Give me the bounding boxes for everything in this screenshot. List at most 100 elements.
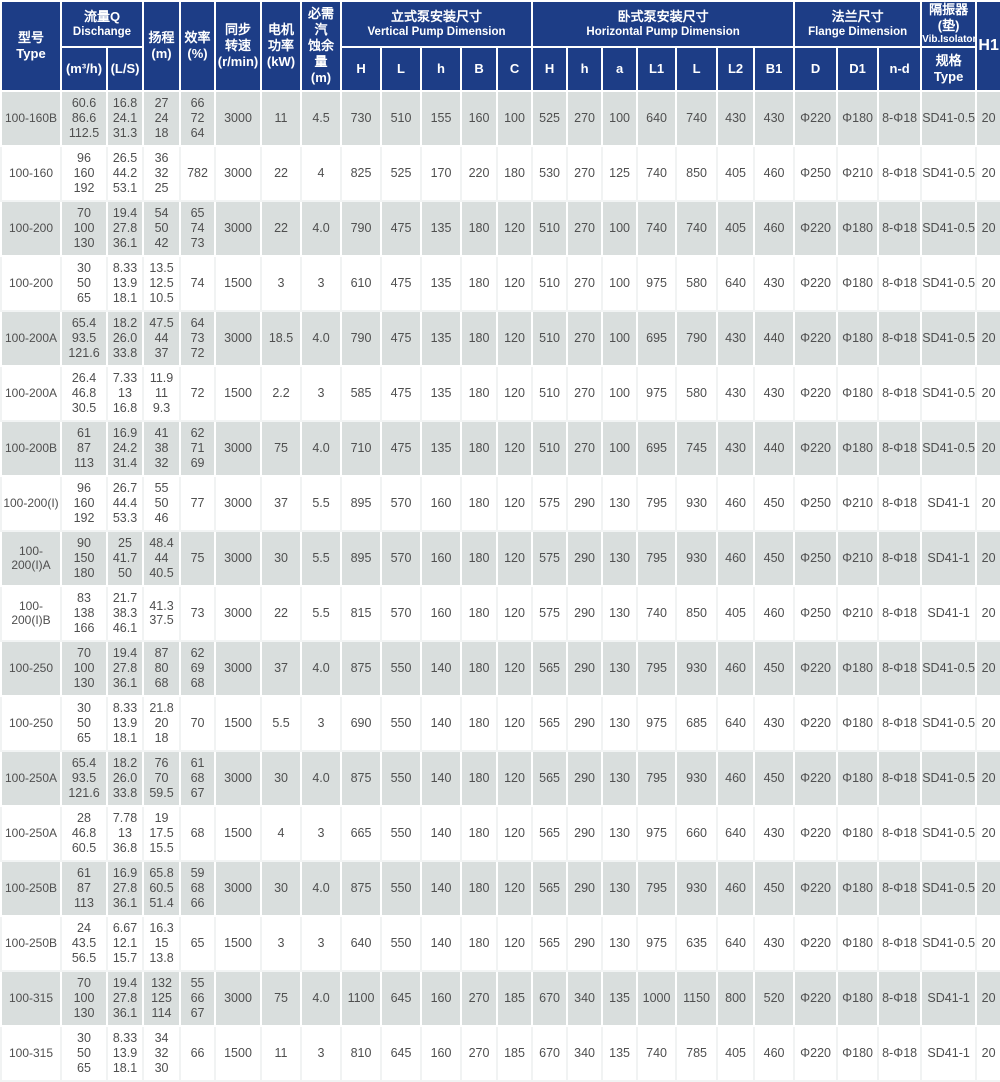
cell-vertical-L: 550: [380, 749, 423, 807]
cell-isolator-type: SD41-1: [920, 1024, 978, 1082]
cell-npsh: 5.5: [300, 529, 343, 587]
cell-speed: 3000: [214, 969, 263, 1027]
cell-horizontal-H: 510: [531, 199, 569, 257]
cell-flange-D: Φ220: [793, 749, 839, 807]
cell-discharge-ls: 21.7 38.3 46.1: [105, 584, 145, 642]
cell-npsh: 4: [300, 144, 343, 202]
cell-efficiency: 64 73 72: [179, 309, 217, 367]
cell-horizontal-H: 525: [531, 89, 569, 147]
table-row: 100-200 70 100 130 19.4 27.8 36.1 54 50 42 6…: [0, 199, 1000, 257]
cell-head: 34 32 30: [142, 1024, 182, 1082]
cell-flange-nd: 8-Φ18: [877, 969, 923, 1027]
header-discharge-ls: (L/S): [105, 45, 145, 92]
cell-discharge-m3h: 26.4 46.8 30.5: [60, 364, 108, 422]
cell-vertical-L: 550: [380, 639, 423, 697]
cell-head: 41 38 32: [142, 419, 182, 477]
cell-horizontal-L: 685: [675, 694, 719, 752]
cell-vertical-L: 645: [380, 1024, 423, 1082]
cell-horizontal-L1: 795: [636, 859, 678, 917]
cell-horizontal-a: 100: [601, 199, 639, 257]
cell-flange-D: Φ220: [793, 1024, 839, 1082]
cell-head: 41.3 37.5: [142, 584, 182, 642]
header-row-sub: (m³/h) (L/S) H L h B C H h a L1 L L2 B1 …: [1, 45, 1000, 92]
cell-vertical-h: 140: [420, 859, 463, 917]
cell-isolator-type: SD41-1: [920, 474, 978, 532]
cell-horizontal-a: 130: [601, 914, 639, 972]
cell-type: 100-200B: [0, 419, 62, 477]
cell-h1: 20: [975, 804, 1000, 862]
cell-speed: 3000: [214, 144, 263, 202]
header-horizontal-L: L: [675, 45, 719, 92]
cell-power: 37: [260, 474, 303, 532]
cell-flange-nd: 8-Φ18: [877, 199, 923, 257]
cell-horizontal-a: 130: [601, 584, 639, 642]
cell-vertical-L: 475: [380, 254, 423, 312]
cell-horizontal-B1: 430: [753, 254, 796, 312]
cell-horizontal-a: 100: [601, 254, 639, 312]
cell-isolator-type: SD41-0.5: [920, 639, 978, 697]
header-discharge-zh: 流量Q: [83, 9, 121, 25]
cell-horizontal-L2: 405: [716, 199, 756, 257]
cell-horizontal-B1: 430: [753, 89, 796, 147]
cell-horizontal-H: 565: [531, 859, 569, 917]
cell-flange-D1: Φ210: [836, 144, 880, 202]
header-npsh: 必需汽 蚀余量 (m): [300, 0, 343, 92]
header-vertical-B: B: [460, 45, 499, 92]
cell-horizontal-L1: 740: [636, 144, 678, 202]
cell-head: 47.5 44 37: [142, 309, 182, 367]
cell-vertical-h: 140: [420, 639, 463, 697]
cell-vertical-L: 570: [380, 474, 423, 532]
table-row: 100-250B 24 43.5 56.5 6.67 12.1 15.7 16.3 1…: [0, 914, 1000, 972]
cell-vertical-B: 160: [460, 89, 499, 147]
header-horizontal-h: h: [566, 45, 604, 92]
cell-type: 100-200A: [0, 309, 62, 367]
cell-vertical-B: 180: [460, 474, 499, 532]
cell-isolator-type: SD41-0.5: [920, 419, 978, 477]
header-isolator-en: Vib.Isolator: [922, 33, 977, 45]
cell-horizontal-L1: 695: [636, 309, 678, 367]
cell-horizontal-h: 290: [566, 474, 604, 532]
table-header: 型号 Type 流量Q Dischange 扬程 (m) 效率 (%) 同步 转速…: [0, 0, 1000, 92]
cell-vertical-B: 180: [460, 309, 499, 367]
cell-vertical-C: 120: [496, 199, 534, 257]
cell-flange-D: Φ220: [793, 89, 839, 147]
cell-speed: 3000: [214, 749, 263, 807]
cell-horizontal-L: 745: [675, 419, 719, 477]
header-isolator-zh: 隔振器 (垫): [929, 2, 969, 33]
cell-horizontal-h: 270: [566, 254, 604, 312]
cell-flange-D: Φ220: [793, 694, 839, 752]
cell-npsh: 4.0: [300, 969, 343, 1027]
cell-npsh: 5.5: [300, 584, 343, 642]
cell-horizontal-H: 565: [531, 749, 569, 807]
cell-horizontal-a: 130: [601, 529, 639, 587]
cell-efficiency: 65 74 73: [179, 199, 217, 257]
cell-horizontal-L: 790: [675, 309, 719, 367]
cell-discharge-m3h: 70 100 130: [60, 969, 108, 1027]
cell-flange-nd: 8-Φ18: [877, 309, 923, 367]
cell-flange-nd: 8-Φ18: [877, 419, 923, 477]
cell-horizontal-L1: 740: [636, 1024, 678, 1082]
cell-discharge-m3h: 70 100 130: [60, 639, 108, 697]
cell-horizontal-L2: 460: [716, 474, 756, 532]
cell-power: 11: [260, 1024, 303, 1082]
table-row: 100-250B 61 87 113 16.9 27.8 36.1 65.8 60.5…: [0, 859, 1000, 917]
cell-efficiency: 70: [179, 694, 217, 752]
cell-horizontal-L2: 640: [716, 694, 756, 752]
cell-discharge-ls: 7.33 13 16.8: [105, 364, 145, 422]
cell-efficiency: 62 71 69: [179, 419, 217, 477]
cell-horizontal-L2: 460: [716, 859, 756, 917]
cell-efficiency: 66: [179, 1024, 217, 1082]
cell-vertical-B: 180: [460, 914, 499, 972]
cell-horizontal-L2: 405: [716, 584, 756, 642]
cell-vertical-L: 645: [380, 969, 423, 1027]
cell-horizontal-a: 125: [601, 144, 639, 202]
cell-vertical-h: 135: [420, 419, 463, 477]
cell-vertical-H: 895: [340, 474, 383, 532]
cell-vertical-h: 160: [420, 1024, 463, 1082]
cell-discharge-m3h: 90 150 180: [60, 529, 108, 587]
cell-horizontal-L2: 430: [716, 364, 756, 422]
cell-discharge-m3h: 65.4 93.5 121.6: [60, 749, 108, 807]
header-flange-D1: D1: [836, 45, 880, 92]
cell-horizontal-a: 130: [601, 474, 639, 532]
cell-vertical-H: 665: [340, 804, 383, 862]
